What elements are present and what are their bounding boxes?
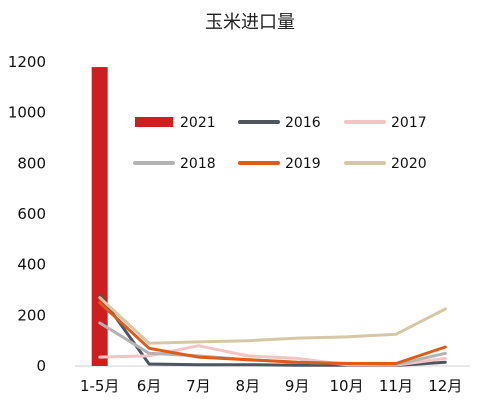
line-2019: [98, 301, 447, 365]
y-tick-label: 600: [17, 205, 46, 223]
legend-label-2019: 2019: [285, 156, 321, 172]
y-tick-label: 800: [17, 154, 46, 172]
axes: 0 200 400 600 800 1000 1200 1-5月 6月 7月 8月 9月 10月 11月 1…: [8, 53, 470, 395]
legend-swatch-2021: [135, 117, 173, 127]
legend-label-2018: 2018: [180, 156, 216, 172]
y-tick-label: 1200: [8, 53, 46, 71]
legend-item-2019: 2019: [238, 156, 321, 172]
legend-label-2021: 2021: [180, 115, 216, 131]
x-tick-label: 7月: [186, 377, 211, 395]
legend-item-2021: 2021: [135, 115, 216, 131]
legend-label-2020: 2020: [391, 156, 427, 172]
x-tick-label: 10月: [330, 377, 364, 395]
legend-label-2016: 2016: [285, 115, 321, 131]
bars: [91, 67, 108, 367]
y-tick-label: 1000: [8, 104, 46, 122]
bar-2021: [91, 67, 108, 367]
legend: 2021 2016 2017 2018 2019 2020: [133, 115, 427, 172]
x-tick-label: 11月: [379, 377, 413, 395]
legend-item-2017: 2017: [344, 115, 427, 131]
y-tick-label: 0: [36, 357, 46, 375]
legend-item-2018: 2018: [133, 156, 216, 172]
legend-label-2017: 2017: [391, 115, 427, 131]
x-tick-label: 8月: [236, 377, 261, 395]
x-tick-label: 12月: [428, 377, 462, 395]
x-tick-label: 9月: [285, 377, 310, 395]
y-tick-label: 200: [17, 306, 46, 324]
chart-title: 玉米进口量: [205, 12, 295, 33]
legend-item-2016: 2016: [238, 115, 321, 131]
line-2020: [98, 296, 447, 345]
x-tick-label: 1-5月: [80, 377, 120, 395]
x-tick-label: 6月: [137, 377, 162, 395]
legend-item-2020: 2020: [344, 156, 427, 172]
y-tick-label: 400: [17, 256, 46, 274]
lines: [98, 293, 447, 367]
